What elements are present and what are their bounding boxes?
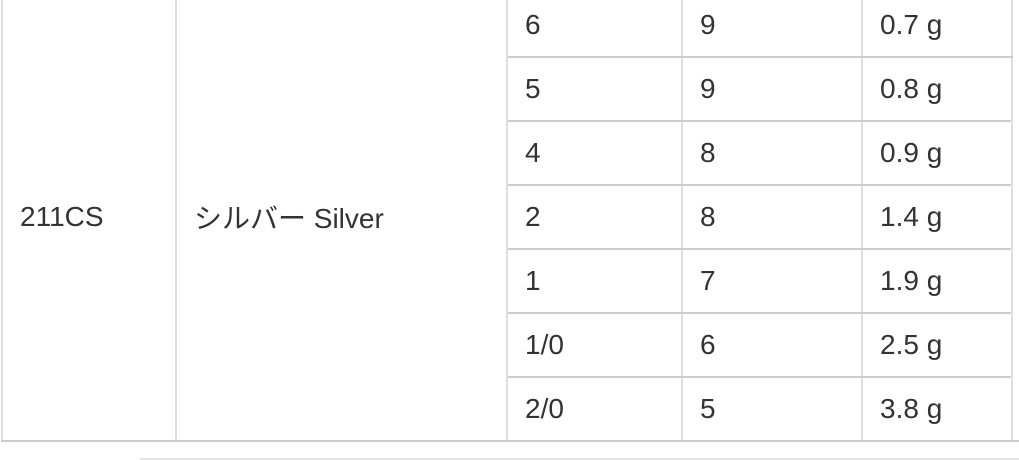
clipped-right-cell [1011,0,1019,442]
weight-cell: 3.8 g [861,376,1013,442]
size-cell: 1 [506,248,683,314]
weight-cell: 1.9 g [861,248,1013,314]
size-cell: 2/0 [506,376,683,442]
count-cell: 9 [681,56,863,122]
table-row: 1/0 6 2.5 g [2,312,1019,378]
size-cell: 6 [506,0,683,58]
weight-cell: 1.4 g [861,184,1013,250]
size-cell: 2 [506,184,683,250]
table-row: 2/0 5 3.8 g [2,376,1019,442]
color-cell: シルバー Silver [175,0,508,442]
clipped-bottom-element [140,458,1019,460]
product-spec-table: 211CS シルバー Silver 6 9 0.7 g 5 9 0.8 g 4 … [1,0,1019,442]
size-cell: 1/0 [506,312,683,378]
count-cell: 9 [681,0,863,58]
count-cell: 8 [681,184,863,250]
model-cell: 211CS [1,0,177,442]
count-cell: 7 [681,248,863,314]
size-cell: 5 [506,56,683,122]
count-cell: 5 [681,376,863,442]
size-cell: 4 [506,120,683,186]
weight-cell: 0.8 g [861,56,1013,122]
table-row: 5 9 0.8 g [2,56,1019,122]
count-cell: 8 [681,120,863,186]
table-row: 2 8 1.4 g [2,184,1019,250]
table-row: 1 7 1.9 g [2,248,1019,314]
table-row: 211CS シルバー Silver 6 9 0.7 g [1,0,1019,442]
weight-cell: 0.9 g [861,120,1013,186]
count-cell: 6 [681,312,863,378]
weight-cell: 2.5 g [861,312,1013,378]
weight-cell: 0.7 g [861,0,1013,58]
table-row: 4 8 0.9 g [2,120,1019,186]
